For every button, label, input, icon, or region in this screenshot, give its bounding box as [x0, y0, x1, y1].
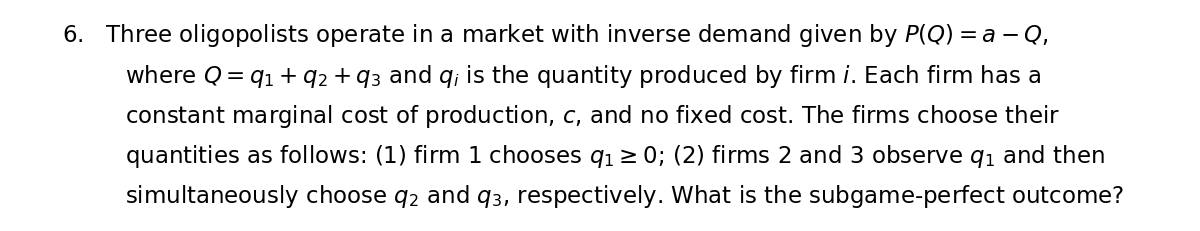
Text: simultaneously choose $q_2$ and $q_3$, respectively. What is the subgame-perfect: simultaneously choose $q_2$ and $q_3$, r… — [125, 182, 1124, 209]
Text: where $Q = q_1 + q_2 + q_3$ and $q_i$ is the quantity produced by firm $i$. Each: where $Q = q_1 + q_2 + q_3$ and $q_i$ is… — [125, 62, 1042, 89]
Text: quantities as follows: (1) firm 1 chooses $q_1 \geq 0$; (2) firms 2 and 3 observ: quantities as follows: (1) firm 1 choose… — [125, 142, 1105, 169]
Text: 6.   Three oligopolists operate in a market with inverse demand given by $P(Q) =: 6. Three oligopolists operate in a marke… — [62, 22, 1049, 49]
Text: constant marginal cost of production, $c$, and no fixed cost. The firms choose t: constant marginal cost of production, $c… — [125, 102, 1060, 129]
